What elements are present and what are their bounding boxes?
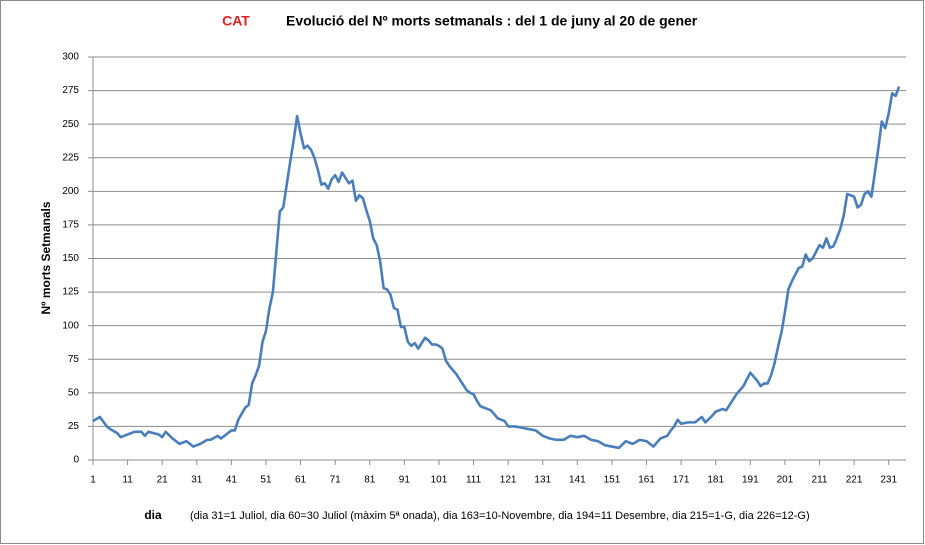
x-tick-label: 181 [707, 475, 724, 486]
x-tick-label: 51 [260, 475, 272, 486]
y-tick-label: 100 [62, 320, 79, 331]
x-tick-label: 161 [638, 475, 655, 486]
y-tick-label: 50 [68, 387, 80, 398]
x-tick-label: 61 [295, 475, 307, 486]
x-tick-label: 101 [431, 475, 448, 486]
chart-subtitle: Evolució del Nº morts setmanals : del 1 … [286, 13, 698, 29]
x-tick-label: 131 [534, 475, 551, 486]
x-tick-label: 31 [191, 475, 203, 486]
x-axis-label: dia [144, 508, 162, 522]
annotation: (dia 31=1 Juliol, dia 60=30 Juliol (màxi… [190, 510, 810, 522]
x-tick-label: 141 [569, 475, 586, 486]
chart-title: CAT [222, 13, 250, 29]
x-tick-label: 171 [673, 475, 690, 486]
x-tick-label: 111 [466, 475, 482, 486]
x-tick-label: 1 [90, 475, 96, 486]
y-tick-label: 275 [62, 85, 79, 96]
y-tick-label: 250 [62, 119, 79, 130]
x-tick-label: 211 [812, 475, 828, 486]
y-tick-label: 75 [68, 354, 80, 365]
x-tick-label: 221 [846, 475, 863, 486]
x-tick-label: 81 [364, 475, 376, 486]
x-tick-label: 71 [330, 475, 342, 486]
x-tick-label: 191 [742, 475, 759, 486]
x-tick-label: 231 [880, 475, 897, 486]
y-tick-label: 125 [62, 287, 79, 298]
x-tick-label: 201 [777, 475, 794, 486]
y-tick-label: 300 [62, 52, 79, 63]
x-tick-label: 21 [157, 475, 169, 486]
x-tick-label: 91 [399, 475, 411, 486]
x-tick-label: 41 [226, 475, 238, 486]
y-tick-label: 150 [62, 253, 79, 264]
y-tick-label: 25 [68, 421, 80, 432]
y-tick-label: 225 [62, 152, 79, 163]
y-axis-label: Nº morts Setmanals [39, 201, 53, 314]
data-line [92, 86, 901, 450]
x-tick-label: 151 [604, 475, 621, 486]
y-tick-label: 200 [62, 186, 79, 197]
y-tick-label: 0 [73, 455, 79, 466]
y-tick-label: 175 [62, 220, 79, 231]
x-tick-label: 121 [500, 475, 517, 486]
x-tick-label: 11 [122, 475, 133, 486]
